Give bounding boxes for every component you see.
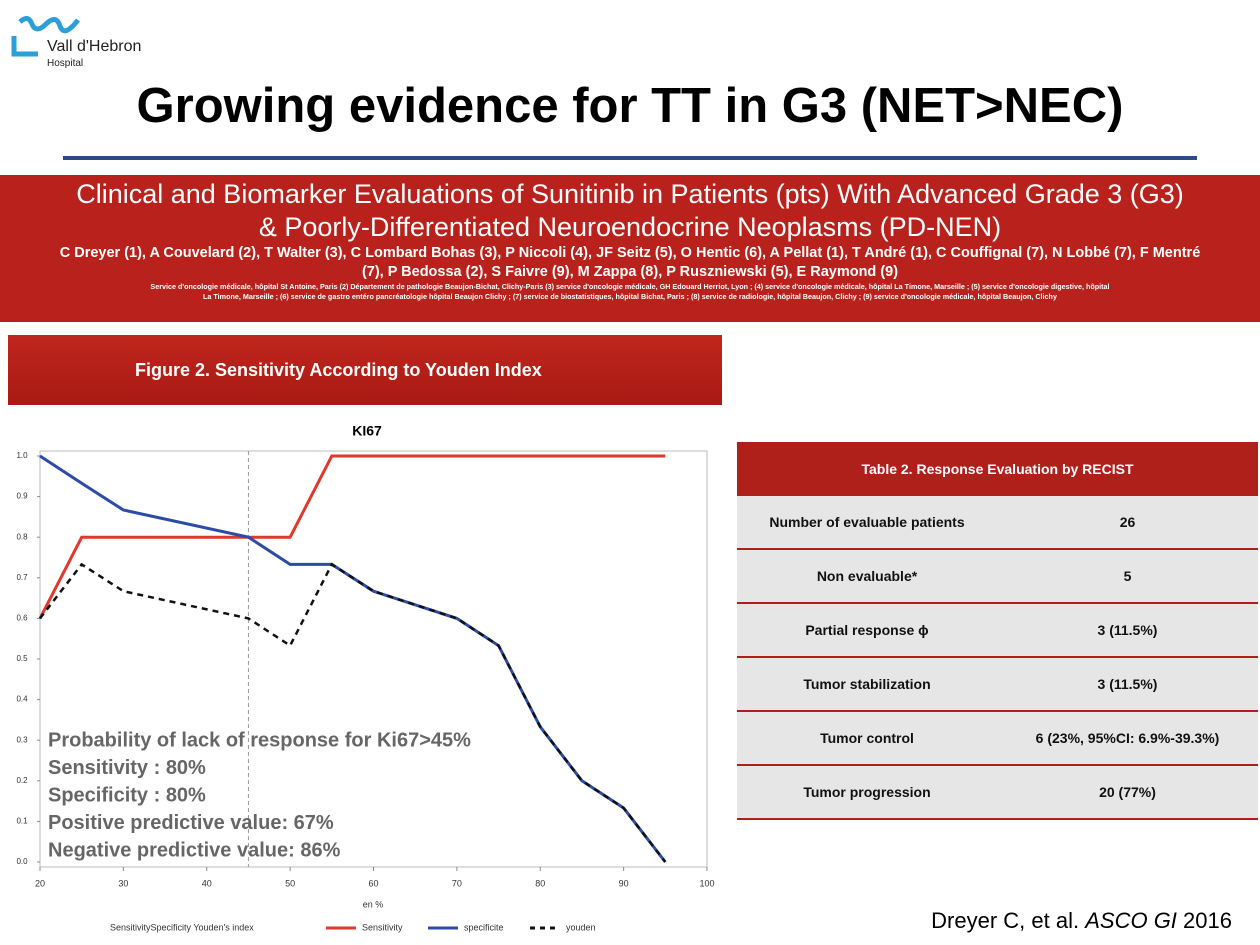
x-tick-label: 70 [452, 878, 462, 888]
table-cell: Tumor progression [803, 784, 931, 800]
x-axis-label: en % [363, 899, 384, 909]
y-tick-label: 0.2 [16, 776, 28, 785]
slide-title: Growing evidence for TT in G3 (NET>NEC) [136, 79, 1124, 133]
banner-authors: C Dreyer (1), A Couvelard (2), T Walter … [59, 245, 1201, 261]
y-tick-label: 1.0 [16, 451, 28, 460]
banner-affiliations: Service d'oncologie médicale, hôpital St… [150, 282, 1110, 291]
table-row: Number of evaluable patients 26 [737, 496, 1258, 550]
table-cell: 5 [1123, 568, 1132, 584]
series-line [38, 454, 666, 620]
y-tick-label: 0.7 [16, 573, 28, 582]
legend-label: youden [566, 922, 596, 932]
x-tick-label: 100 [699, 878, 714, 888]
annotation: Specificity : 80% [48, 784, 206, 806]
table-cell: Partial response ϕ [805, 622, 929, 638]
y-tick-label: 0.5 [16, 654, 28, 663]
table-row: Tumor control 6 (23%, 95%CI: 6.9%-39.3%) [737, 712, 1258, 766]
table-cell: Non evaluable* [816, 568, 918, 584]
chart: KI67 en % SensitivitySpecificity Youden'… [8, 405, 722, 945]
figure-caption: Figure 2. Sensitivity According to Youde… [135, 360, 542, 380]
y-tick-label: 0.9 [16, 492, 28, 501]
legend-title: SensitivitySpecificity Youden's index [110, 922, 254, 932]
banner-authors: (7), P Bedossa (2), S Faivre (9), M Zapp… [361, 264, 899, 280]
table-cell: 3 (11.5%) [1097, 676, 1158, 692]
y-tick-label: 0.4 [16, 695, 28, 704]
table-cell: Tumor stabilization [803, 676, 931, 692]
annotation: Sensitivity : 80% [48, 757, 206, 779]
banner-affiliations: La Timone, Marseille ; (6) service de ga… [203, 292, 1057, 301]
table-cell: 26 [1119, 514, 1136, 530]
citation-journal: ASCO GI [1085, 908, 1177, 933]
y-tick-label: 0.1 [16, 817, 28, 826]
table-row: Tumor progression 20 (77%) [737, 766, 1258, 820]
legend-label: specificite [464, 922, 504, 932]
table-cell: 6 (23%, 95%CI: 6.9%-39.3%) [1035, 730, 1220, 746]
x-tick-label: 40 [202, 878, 212, 888]
y-tick-label: 0.3 [16, 735, 28, 744]
table: Table 2. Response Evaluation by RECIST N… [737, 442, 1258, 820]
table-cell: 3 (11.5%) [1097, 622, 1158, 638]
citation-year: 2016 [1183, 908, 1232, 933]
banner-title: & Poorly-Differentiated Neuroendocrine N… [258, 212, 1002, 242]
banner-title: Clinical and Biomarker Evaluations of Su… [76, 179, 1184, 209]
table-title: Table 2. Response Evaluation by RECIST [737, 442, 1258, 496]
title-rule [63, 156, 1197, 160]
figure-header: Figure 2. Sensitivity According to Youde… [8, 335, 722, 405]
x-tick-label: 80 [535, 878, 545, 888]
annotation: Negative predictive value: 86% [48, 839, 341, 861]
logo-icon [11, 16, 80, 57]
series-line [39, 454, 667, 863]
x-tick-label: 60 [368, 878, 378, 888]
x-tick-label: 30 [118, 878, 128, 888]
x-tick-label: 20 [35, 878, 45, 888]
chart-bg [8, 405, 722, 945]
x-tick-label: 90 [619, 878, 629, 888]
citation: Dreyer C, et al. ASCO GI 2016 [931, 908, 1232, 934]
chart-title: KI67 [352, 423, 382, 439]
poster-banner: Clinical and Biomarker Evaluations of Su… [0, 175, 1260, 322]
table-row: Non evaluable* 5 [737, 550, 1258, 604]
logo-sub: Hospital [47, 58, 84, 69]
legend-label: Sensitivity [362, 922, 403, 932]
table-cell: Number of evaluable patients [769, 514, 965, 530]
y-tick-label: 0.6 [16, 614, 28, 623]
x-tick-label: 50 [285, 878, 295, 888]
table-cell: Tumor control [820, 730, 914, 746]
citation-authors: Dreyer C, et al. [931, 908, 1080, 933]
table-row: Tumor stabilization 3 (11.5%) [737, 658, 1258, 712]
table-cell: 20 (77%) [1099, 784, 1156, 800]
annotation: Probability of lack of response for Ki67… [48, 729, 471, 751]
logo-name: Vall d'Hebron [47, 38, 142, 55]
annotation: Positive predictive value: 67% [48, 812, 334, 834]
y-tick-label: 0.0 [16, 857, 28, 866]
table-row: Partial response ϕ 3 (11.5%) [737, 604, 1258, 658]
y-tick-label: 0.8 [16, 532, 28, 541]
